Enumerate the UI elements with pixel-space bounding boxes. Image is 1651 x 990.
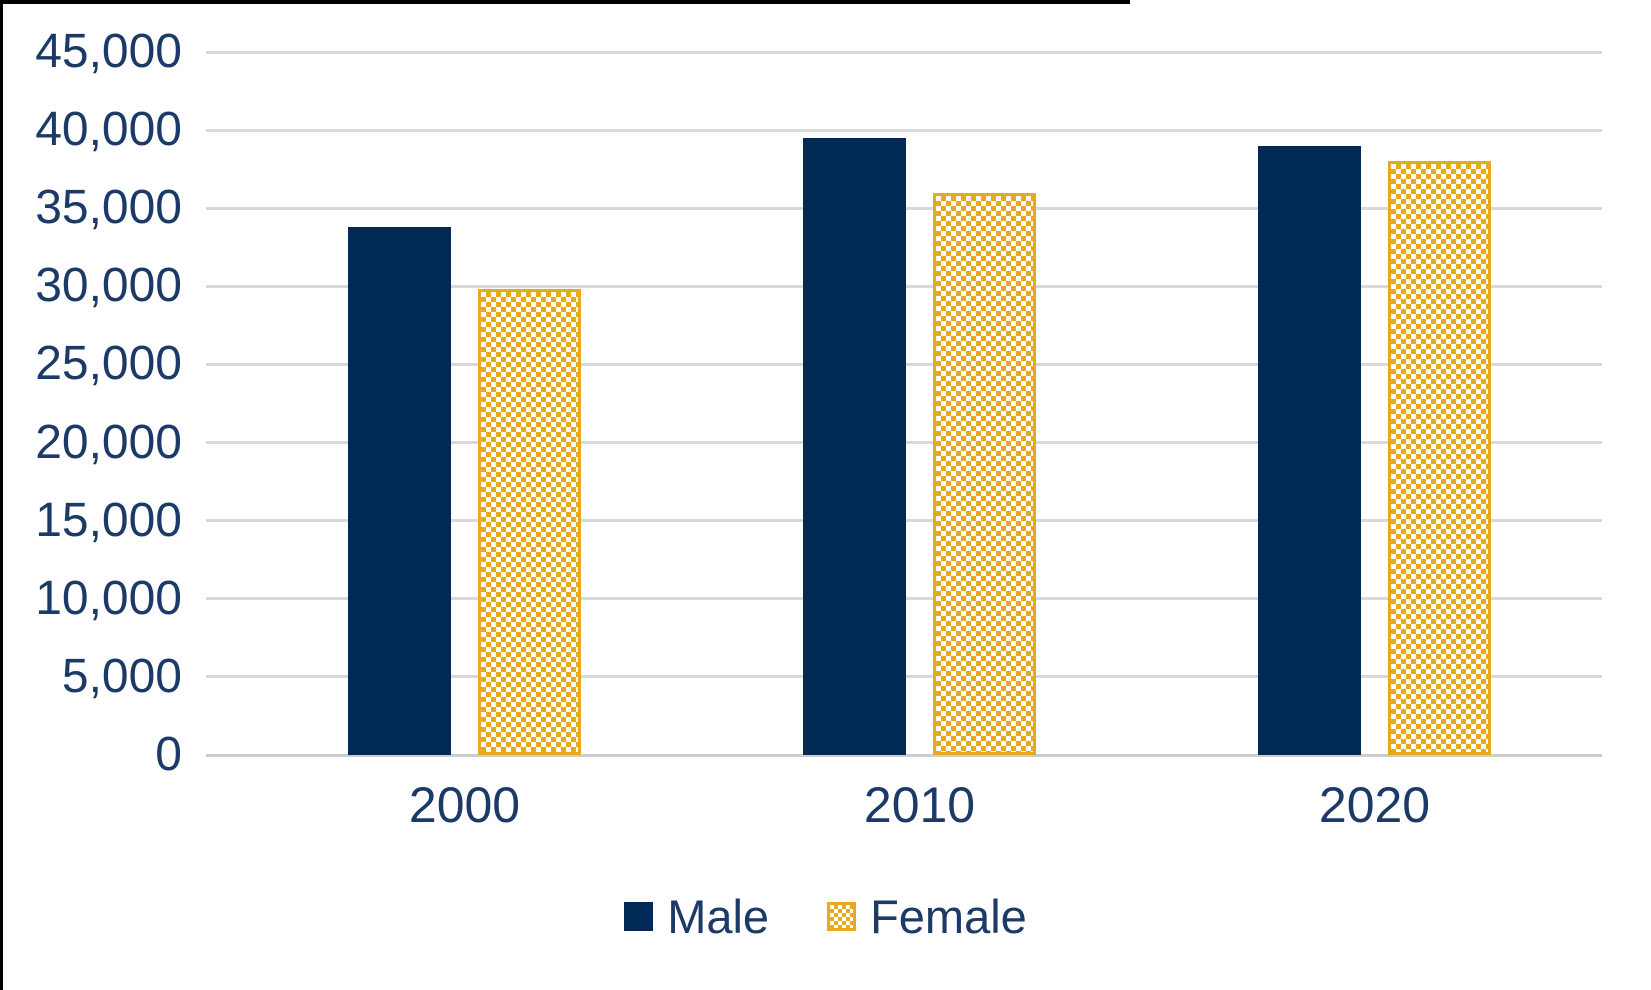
bar-female-2020 [1388, 161, 1491, 755]
bar-male-2010 [803, 137, 906, 755]
y-tick-label: 40,000 [35, 103, 182, 157]
y-tick-label: 30,000 [35, 259, 182, 313]
legend: Male Female [0, 888, 1651, 944]
x-axis-labels: 2000 2010 2020 [0, 780, 1651, 840]
x-axis-label: 2020 [1318, 777, 1431, 833]
y-tick-label: 45,000 [35, 25, 182, 78]
female-swatch-icon [827, 901, 857, 931]
male-swatch-icon [624, 901, 654, 931]
y-axis-tick-labels: 0 5,000 10,000 15,000 20,000 25,000 30,000 35,0… [0, 28, 182, 779]
plot-area [206, 50, 1602, 757]
y-tick-label: 10,000 [35, 571, 182, 625]
legend-item-female: Female [827, 893, 1027, 940]
bar-male-2000 [348, 226, 451, 755]
screenshot-top-border [0, 0, 1130, 4]
gridline [206, 50, 1602, 54]
y-tick-label: 5,000 [61, 649, 182, 703]
y-tick-label: 15,000 [35, 493, 182, 547]
bar-female-2000 [478, 289, 581, 755]
bar-female-2010 [933, 192, 1036, 755]
y-tick-label: 35,000 [35, 181, 182, 235]
legend-label-male: Male [667, 889, 770, 943]
y-tick-label: 25,000 [35, 337, 182, 391]
y-tick-label: 20,000 [35, 415, 182, 469]
screenshot-left-border [0, 0, 3, 990]
legend-label-female: Female [870, 889, 1027, 943]
legend-item-male: Male [624, 893, 769, 940]
x-axis-label: 2000 [408, 777, 521, 833]
y-tick-label: 0 [155, 728, 182, 781]
gridline [206, 128, 1602, 132]
x-axis-label: 2010 [863, 777, 976, 833]
bar-male-2020 [1258, 145, 1361, 755]
x-axis-line [206, 753, 1602, 757]
